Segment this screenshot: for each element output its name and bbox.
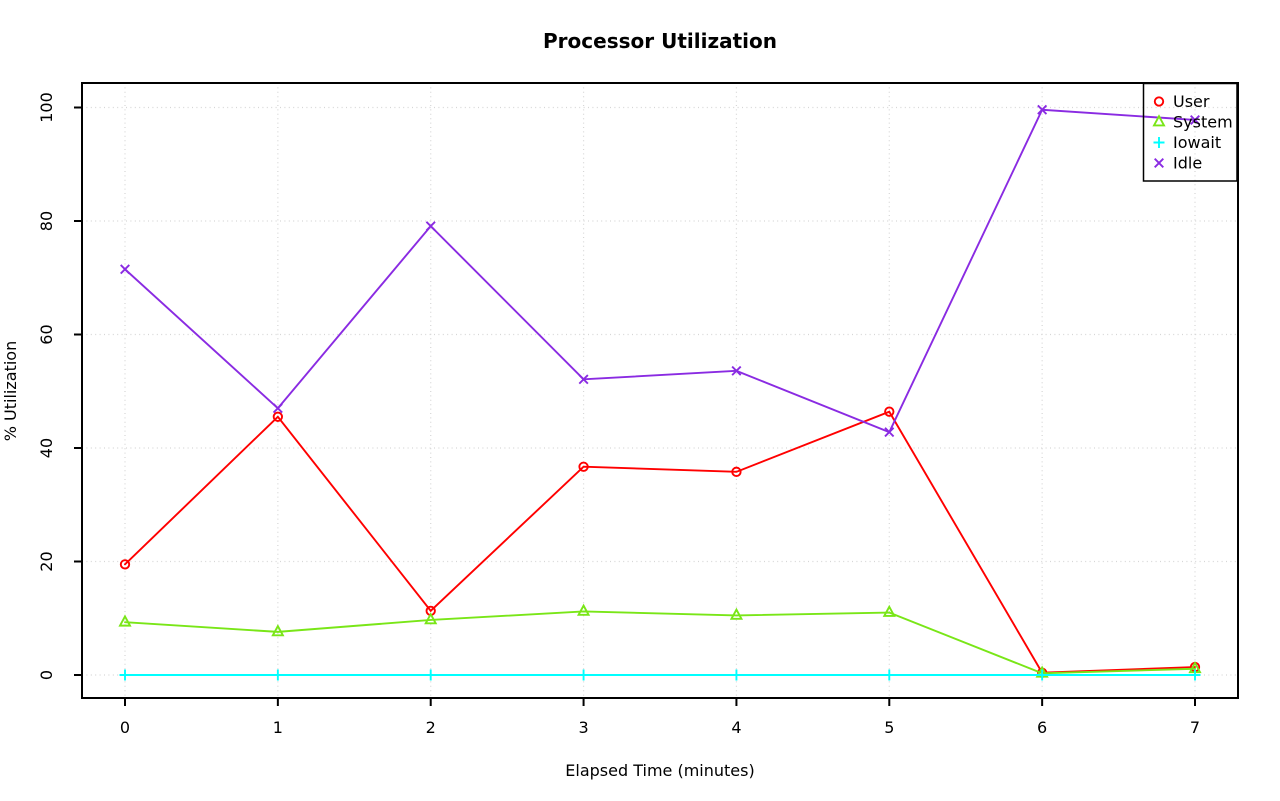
series-marker-idle xyxy=(425,221,436,232)
series-marker-iowait xyxy=(1036,669,1048,681)
series-marker-idle xyxy=(120,264,130,275)
series-marker-system xyxy=(118,614,132,627)
legend-label-idle: Idle xyxy=(1173,154,1202,173)
legend-box xyxy=(1142,82,1238,182)
legend-label-user: User xyxy=(1173,92,1210,111)
series-marker-system xyxy=(271,624,285,637)
x-tick-label: 5 xyxy=(884,718,894,737)
series-marker-idle xyxy=(1190,115,1200,125)
series-marker-user xyxy=(884,406,895,417)
axis-ticks-and-labels: 0 1 2 3 4 5 6 7 0 20 40 60 80 100 xyxy=(37,92,1200,737)
x-tick-label: 4 xyxy=(731,718,741,737)
series-marker-idle xyxy=(578,374,589,385)
x-tick-label: 2 xyxy=(426,718,436,737)
series-marker-system xyxy=(576,603,591,616)
legend-marker-system-icon xyxy=(1152,114,1166,127)
x-tick-label: 0 xyxy=(120,718,130,737)
y-tick-label: 0 xyxy=(37,670,56,680)
series-marker-idle xyxy=(272,403,283,414)
y-tick-label: 100 xyxy=(37,92,56,123)
y-tick-label: 80 xyxy=(37,211,56,231)
series-marker-idle xyxy=(731,365,742,376)
series-marker-iowait xyxy=(730,669,742,681)
legend-marker-user-icon xyxy=(1153,96,1165,107)
series-marker-iowait xyxy=(119,669,131,681)
y-tick-label: 60 xyxy=(37,324,56,344)
series-line-user xyxy=(124,410,1196,674)
gridlines xyxy=(82,83,1238,698)
series-line-idle xyxy=(124,108,1196,434)
y-axis-title: % Utilization xyxy=(1,341,20,441)
series-marker-iowait xyxy=(883,669,895,681)
y-tick-label: 40 xyxy=(37,438,56,458)
legend-marker-idle-icon xyxy=(1154,158,1164,168)
data-series xyxy=(118,104,1202,681)
series-marker-idle xyxy=(884,427,895,438)
x-axis-title: Elapsed Time (minutes) xyxy=(565,761,754,780)
x-tick-label: 3 xyxy=(578,718,588,737)
series-marker-iowait xyxy=(425,669,437,681)
legend-marker-iowait-icon xyxy=(1153,137,1165,148)
plot-box xyxy=(81,82,1239,699)
series-line-system xyxy=(124,610,1196,675)
series-marker-system xyxy=(729,607,744,620)
series-marker-user xyxy=(272,411,284,422)
series-marker-user xyxy=(731,466,742,477)
y-tick-label: 20 xyxy=(37,551,56,571)
x-tick-label: 6 xyxy=(1037,718,1047,737)
series-marker-iowait xyxy=(578,669,590,681)
series-marker-user xyxy=(578,461,589,472)
series-marker-system xyxy=(424,612,438,625)
x-tick-label: 1 xyxy=(273,718,283,737)
series-marker-iowait xyxy=(272,669,284,681)
legend-label-system: System xyxy=(1173,113,1233,132)
series-marker-iowait xyxy=(1189,669,1201,681)
legend-label-iowait: Iowait xyxy=(1173,133,1221,152)
series-marker-user xyxy=(119,559,131,570)
series-marker-idle xyxy=(1037,104,1048,115)
x-tick-label: 7 xyxy=(1190,718,1200,737)
chart-title: Processor Utilization xyxy=(543,29,777,53)
series-marker-system xyxy=(882,604,896,617)
